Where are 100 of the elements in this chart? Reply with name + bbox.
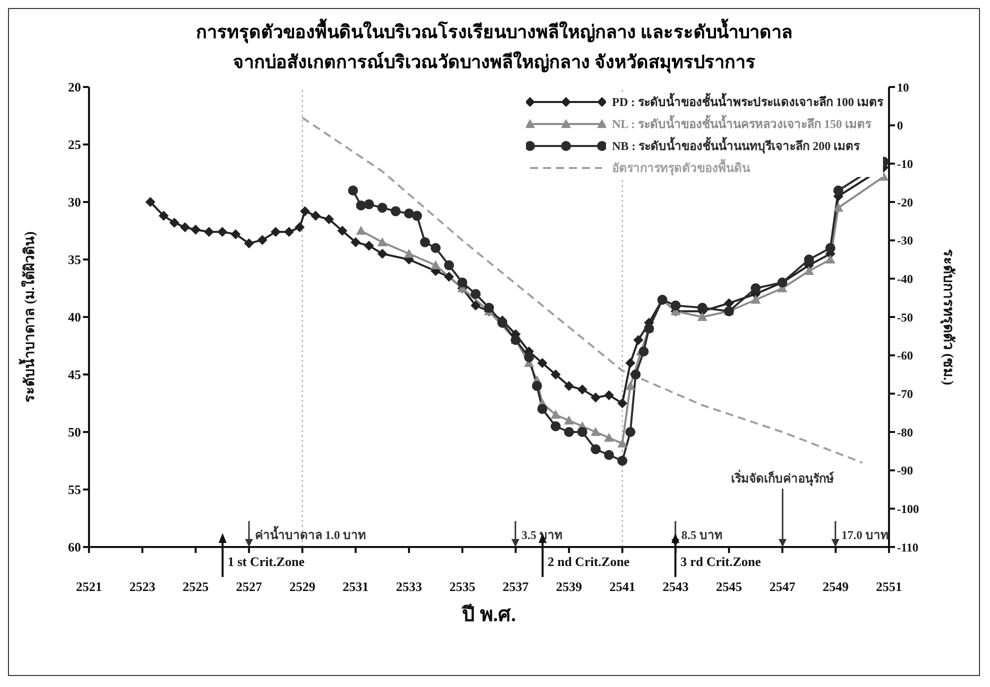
point: [337, 226, 348, 236]
y-tick-label: 50: [68, 424, 81, 440]
point: [697, 302, 708, 313]
point: [564, 381, 574, 391]
point: [412, 210, 422, 221]
point: [833, 186, 844, 196]
point: [550, 421, 561, 432]
y2-tick-label: 10: [897, 80, 909, 94]
y2-tick-label: -20: [897, 195, 913, 210]
point: [604, 450, 614, 460]
point: [804, 254, 814, 264]
x-tick-label: 2547: [769, 579, 796, 594]
y2-axis-title: ระดับการทรุดตัว (ซม.): [940, 248, 956, 386]
x-tick-label: 2535: [449, 579, 476, 594]
x-tick-label: 2551: [876, 579, 902, 594]
point: [577, 384, 588, 394]
y2-tick-label: -40: [897, 272, 913, 286]
point: [324, 214, 334, 224]
point: [633, 335, 644, 345]
text: 1 st Crit.Zone: [228, 554, 305, 569]
x-tick-label: 2533: [396, 579, 422, 594]
point: [158, 210, 169, 221]
legend-label: NL : ระดับน้ำของชั้นน้ำนครหลวงเจาะลึก 150 เมตร: [612, 114, 872, 133]
point: [145, 197, 156, 207]
annotation: ค่าน้ำบาดาล 1.0 บาท: [255, 525, 366, 542]
point: [348, 186, 358, 196]
x-tick-label: 2541: [609, 579, 636, 594]
point: [390, 206, 401, 216]
x-tick-label: 2523: [129, 579, 156, 594]
y2-tick-label: -10: [897, 156, 913, 171]
text: อัตราการทรุดตัวของพื้นดิน: [612, 158, 750, 177]
x-axis-title: ปี พ.ศ.: [461, 603, 516, 626]
y2-tick-label: 0: [897, 118, 903, 133]
y-tick-label: 55: [68, 482, 82, 498]
y2-tick-label: -90: [897, 464, 913, 478]
x-tick-label: 2531: [342, 579, 369, 594]
point: [497, 318, 508, 328]
y2-tick-label: -110: [897, 540, 918, 554]
annotation: 17.0 บาท: [841, 528, 888, 542]
point: [804, 266, 814, 275]
point: [604, 432, 614, 442]
point: [670, 300, 681, 310]
point: [377, 248, 388, 259]
point: [444, 260, 454, 270]
x-tick-label: 2537: [502, 579, 530, 594]
chart-title: การทรุดตัวของพื้นดินในบริเวณโรงเรียนบางพลีใหญ่กลาง และระดับน้ำบาดาล: [194, 18, 794, 46]
point: [377, 202, 388, 213]
point: [532, 381, 542, 391]
y-tick-label: 20: [68, 80, 81, 95]
annotation: เริ่มจัดเก็บค่าอนุรักษ์: [731, 470, 834, 487]
point: [294, 222, 305, 232]
y-tick-label: 25: [68, 137, 82, 152]
x-tick-label: 2527: [236, 579, 262, 594]
point: [270, 226, 281, 237]
point: [404, 208, 414, 218]
x-tick-label: 2525: [182, 579, 210, 594]
point: [364, 240, 374, 251]
point: [625, 358, 636, 368]
point: [470, 300, 481, 310]
point: [604, 390, 614, 400]
point: [470, 289, 481, 299]
annotation: 8.5 บาท: [681, 528, 722, 542]
text: 3 rd Crit.Zone: [680, 554, 762, 569]
x-tick-label: 2549: [822, 579, 850, 594]
point: [564, 416, 574, 424]
point: [257, 234, 268, 245]
point: [750, 283, 761, 294]
point: [180, 222, 190, 232]
point: [825, 243, 836, 253]
y-tick-label: 35: [68, 252, 82, 268]
point: [625, 381, 636, 390]
point: [617, 398, 628, 408]
y-tick-label: 45: [68, 367, 82, 382]
point: [457, 278, 468, 288]
point: [230, 229, 241, 240]
point: [364, 199, 374, 210]
point: [300, 206, 310, 216]
y2-tick-label: -30: [897, 234, 913, 248]
text: 2 nd Crit.Zone: [548, 554, 630, 569]
point: [630, 370, 641, 380]
y2-tick-label: -50: [897, 310, 913, 324]
x-tick-label: 2543: [662, 579, 690, 594]
y2-tick-label: -80: [897, 425, 913, 440]
y2-tick-label: -70: [897, 386, 913, 401]
point: [550, 410, 561, 419]
point: [550, 370, 561, 380]
point: [537, 404, 548, 414]
y-tick-label: 40: [68, 310, 81, 325]
point: [537, 358, 548, 368]
point: [625, 427, 636, 437]
x-tick-label: 2545: [716, 579, 742, 594]
point: [356, 226, 366, 235]
point: [590, 392, 601, 402]
point: [590, 444, 601, 454]
y-tick-label: 30: [68, 194, 81, 210]
point: [825, 254, 836, 264]
point: [430, 260, 441, 270]
legend-label: PD : ระดับน้ำของชั้นน้ำพระประแดงเจาะลึก 100 เมตร: [612, 92, 883, 111]
point: [204, 226, 214, 237]
y-axis-title: ระดับน้ำบาดาล (ม.ใต้ผิวดิน): [18, 231, 38, 403]
